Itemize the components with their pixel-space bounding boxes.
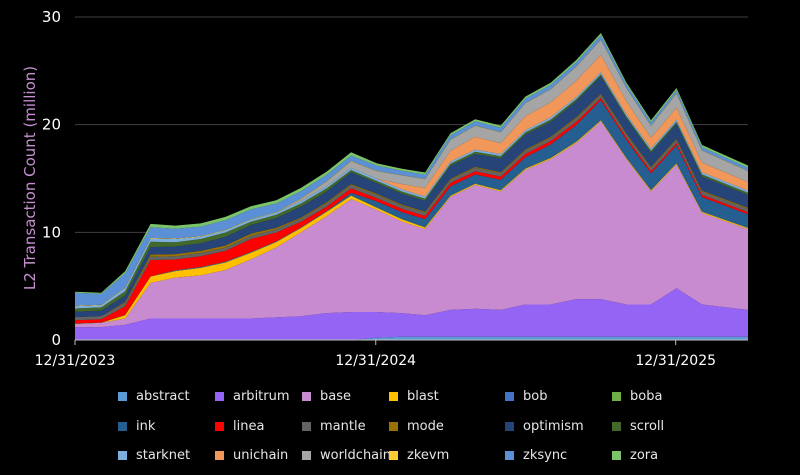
x-tick-label: 12/31/2023	[35, 353, 116, 369]
y-tick-label: 0	[51, 331, 61, 349]
y-tick-label: 30	[42, 8, 61, 26]
area-base	[75, 121, 748, 328]
area-arbitrum	[75, 288, 748, 340]
area-abstract	[75, 336, 748, 340]
axes: 0 10 20 30 12/31/2023 12/31/2024 12/31/2025	[35, 8, 748, 369]
y-tick-label: 20	[42, 116, 61, 134]
series-areas	[75, 33, 748, 340]
x-tick-label: 12/31/2025	[635, 353, 716, 369]
y-tick-label: 10	[42, 223, 61, 241]
y-axis-title: L2 Transaction Count (million)	[21, 65, 39, 291]
area-optimism	[75, 76, 748, 318]
x-tick-label: 12/31/2024	[335, 353, 416, 369]
